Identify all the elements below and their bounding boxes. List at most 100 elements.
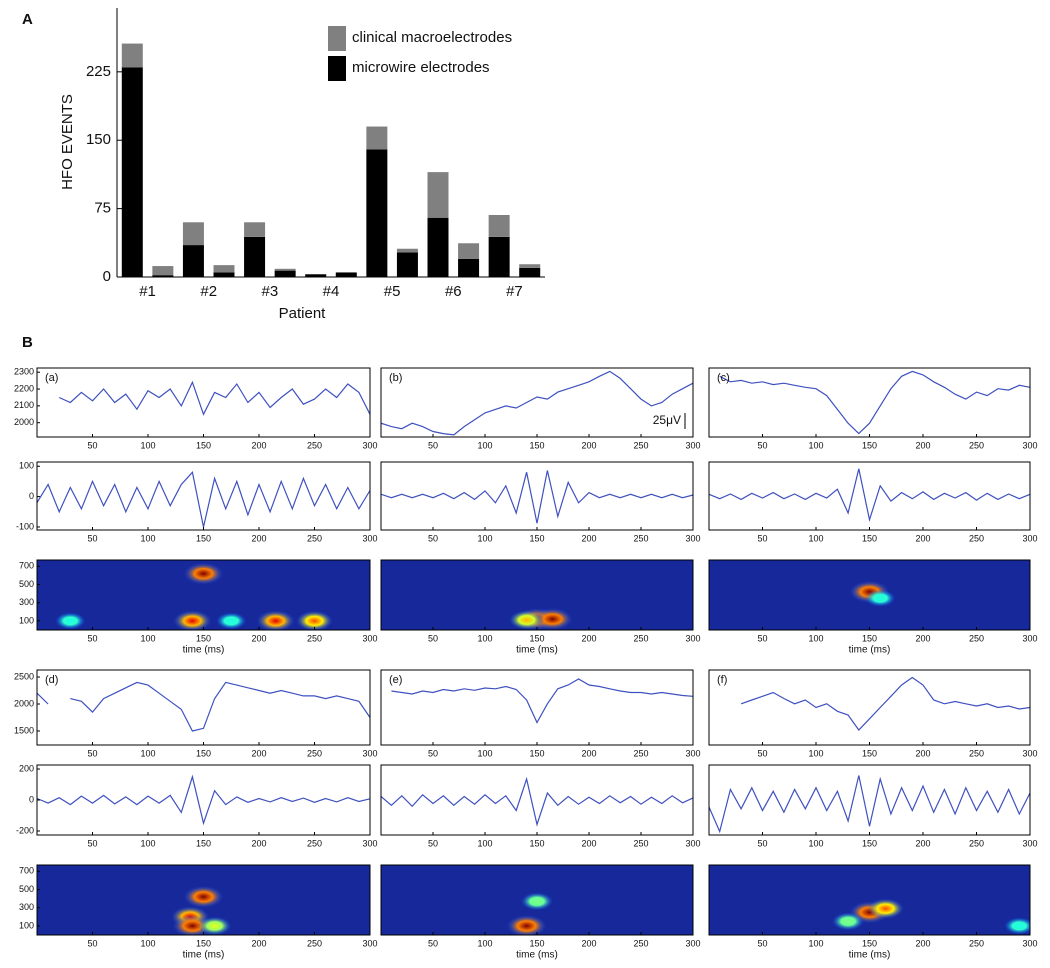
hotspot [521, 892, 553, 911]
y-tick-label: 500 [19, 579, 34, 589]
plot-area [37, 462, 370, 530]
x-tick-label: 200 [915, 440, 930, 450]
x-tick-label: 300 [1022, 533, 1037, 543]
x-tick-label: 50 [757, 633, 767, 643]
panel-label: A [22, 11, 33, 28]
bar [396, 248, 418, 253]
x-tick-label: 300 [685, 533, 700, 543]
x-tick-label: 100 [808, 838, 823, 848]
x-tick-label: 100 [477, 838, 492, 848]
y-tick-label: 0 [29, 794, 34, 804]
x-tick-label: 200 [915, 533, 930, 543]
x-tick-label: 150 [196, 838, 211, 848]
plot-area [37, 368, 370, 437]
legend-swatch [328, 26, 346, 51]
x-tick-label: 100 [808, 633, 823, 643]
y-tick-label: 200 [19, 763, 34, 773]
y-tick-label: 0 [29, 491, 34, 501]
x-tick-label: 300 [362, 838, 377, 848]
x-tick-label: 50 [87, 440, 97, 450]
hotspot [55, 612, 86, 630]
subplot-label: (f) [717, 674, 727, 686]
hotspot [216, 612, 247, 630]
bar [152, 275, 174, 277]
x-tick-label: 150 [529, 440, 544, 450]
x-tick-label: 50 [757, 533, 767, 543]
trace [58, 380, 371, 416]
bar [366, 126, 388, 150]
x-tick-label: 150 [862, 838, 877, 848]
x-tick-label: 50 [87, 748, 97, 758]
x-tick-label: 200 [915, 838, 930, 848]
y-tick-label: 100 [19, 920, 34, 930]
x-tick-label: 250 [633, 838, 648, 848]
hotspot [867, 898, 904, 919]
x-tick-label: 100 [808, 748, 823, 758]
x-tick-label: 100 [140, 633, 155, 643]
plot-area [709, 368, 1030, 437]
x-tick-label: 200 [251, 533, 266, 543]
x-tick-label: #7 [506, 283, 523, 300]
x-tick-label: 50 [87, 633, 97, 643]
bar [458, 258, 480, 277]
x-tick-label: 100 [140, 838, 155, 848]
spectrogram-bg [709, 865, 1030, 935]
trace [391, 678, 694, 724]
y-tick-label: 2000 [14, 698, 34, 708]
trace [708, 775, 1031, 834]
x-tick-label: 250 [633, 440, 648, 450]
x-tick-label: 300 [1022, 440, 1037, 450]
bar [519, 267, 541, 277]
x-tick-label: 50 [757, 838, 767, 848]
plot-area [709, 765, 1030, 835]
subplot-label: (a) [45, 372, 58, 384]
x-tick-label: 200 [251, 440, 266, 450]
x-tick-label: 100 [477, 633, 492, 643]
y-tick-label: 2100 [14, 400, 34, 410]
bar [244, 222, 266, 237]
trace [36, 681, 371, 732]
x-tick-label: 50 [87, 838, 97, 848]
x-tick-label: 250 [633, 748, 648, 758]
x-tick-label: 150 [862, 440, 877, 450]
scale-annotation: 25μV [653, 413, 681, 427]
hotspot [296, 610, 333, 630]
y-tick-label: 2000 [14, 417, 34, 427]
x-tick-label: 150 [529, 938, 544, 948]
y-tick-label: 225 [86, 63, 111, 80]
trace [719, 370, 1031, 435]
trace [380, 470, 694, 524]
x-tick-label: 100 [477, 533, 492, 543]
x-tick-label: 100 [808, 440, 823, 450]
x-tick-label: 300 [1022, 838, 1037, 848]
x-tick-label: 50 [428, 533, 438, 543]
x-tick-label: 200 [251, 748, 266, 758]
subplot-label: (e) [389, 674, 402, 686]
x-tick-label: 200 [581, 748, 596, 758]
x-tick-label: 50 [428, 838, 438, 848]
subplot-label: (c) [717, 372, 730, 384]
x-tick-label: 200 [915, 633, 930, 643]
x-tick-label: 150 [196, 533, 211, 543]
x-tick-label: 150 [196, 748, 211, 758]
x-axis-label: time (ms) [516, 645, 558, 656]
plot-area [381, 368, 693, 437]
hotspot [832, 912, 865, 931]
x-tick-label: 150 [862, 938, 877, 948]
bar [335, 272, 357, 277]
legend-label: microwire electrodes [352, 59, 490, 76]
x-tick-label: 300 [1022, 938, 1037, 948]
x-axis-label: Patient [279, 305, 327, 322]
bar [488, 214, 510, 237]
x-tick-label: 50 [87, 533, 97, 543]
x-tick-label: 150 [862, 533, 877, 543]
hotspot [183, 885, 224, 908]
bar [274, 268, 296, 271]
panel-label: B [22, 334, 33, 351]
x-tick-label: 200 [251, 633, 266, 643]
x-tick-label: 50 [757, 748, 767, 758]
bar [182, 222, 204, 246]
x-tick-label: 100 [140, 533, 155, 543]
x-tick-label: 200 [251, 838, 266, 848]
